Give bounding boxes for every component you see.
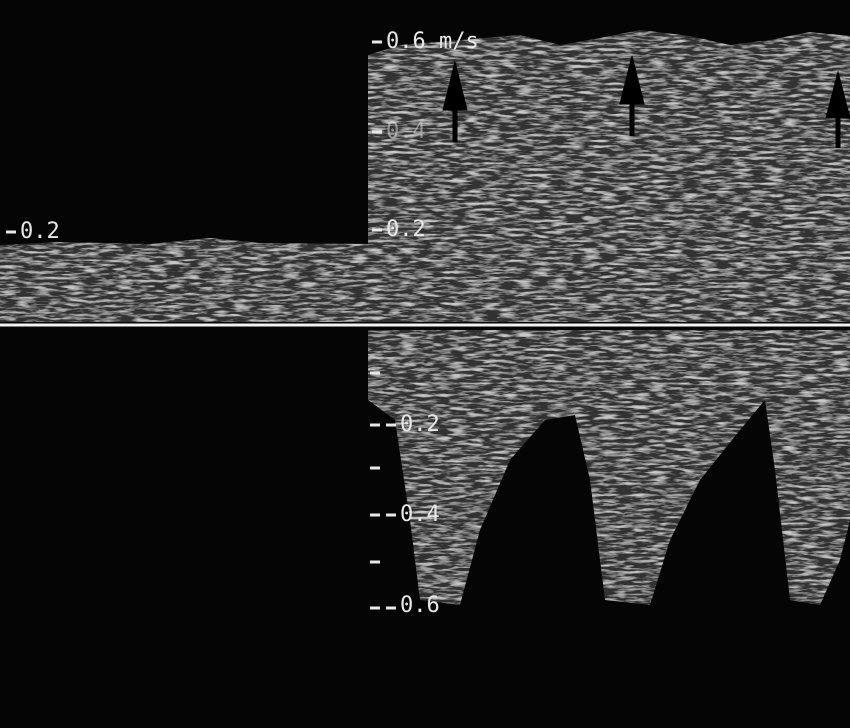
scale-label: 0.2 — [386, 217, 426, 242]
doppler-image: 0.2 0.6 m/s 0.4 0.2 0.2 0.4 0.6 — [0, 0, 850, 728]
scale-label: 0.4 — [386, 119, 426, 144]
scale-label: 0.6 — [400, 593, 440, 618]
scale-label: 0.6 m/s — [386, 29, 479, 54]
scale-label: 0.2 — [20, 219, 60, 244]
scale-label: 0.4 — [400, 502, 440, 527]
scale-label: 0.2 — [400, 412, 440, 437]
